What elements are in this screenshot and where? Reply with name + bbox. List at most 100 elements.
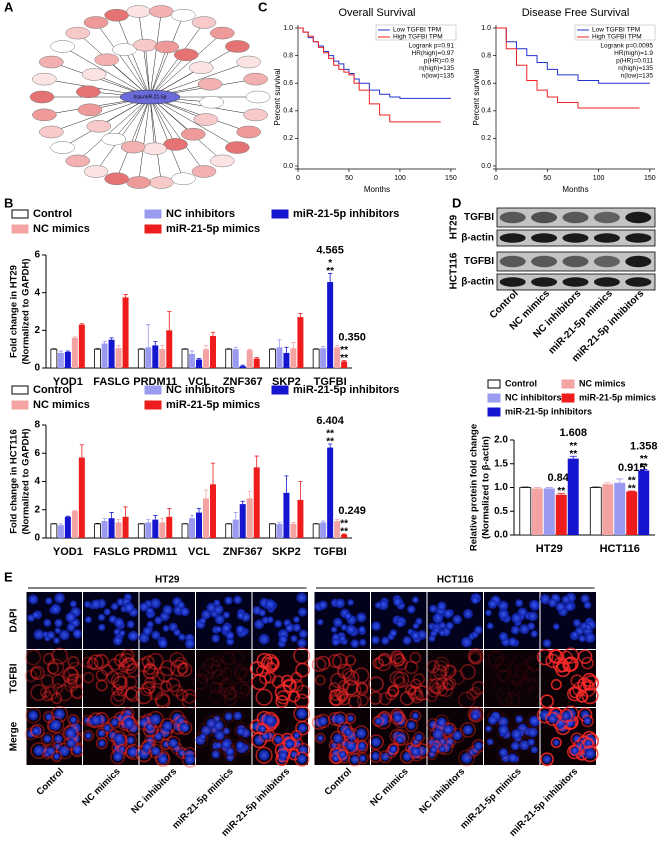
- tgfbi-signal: [514, 668, 527, 682]
- bar: [57, 352, 64, 368]
- nucleus: [317, 618, 324, 626]
- nucleus: [290, 635, 298, 643]
- bar: [137, 523, 145, 539]
- tgfbi-signal: [177, 662, 193, 678]
- tgfbi-signal: [581, 714, 594, 728]
- nucleus: [142, 742, 152, 752]
- legend-label: NC inhibitors: [505, 392, 562, 402]
- bar: [232, 519, 239, 538]
- tgfbi-signal: [159, 717, 176, 735]
- bar: [246, 350, 253, 368]
- bar: [145, 347, 152, 368]
- network-node: [171, 8, 196, 22]
- nucleus: [548, 598, 558, 608]
- bar: [94, 523, 101, 539]
- bar: [101, 521, 108, 538]
- nucleus: [292, 623, 301, 632]
- bar: [202, 349, 209, 368]
- x-tick-label: YOD1: [53, 546, 83, 558]
- micrograph: [368, 708, 430, 765]
- network-node: [32, 72, 57, 86]
- nucleus: [519, 624, 530, 635]
- tgfbi-signal: [426, 660, 440, 674]
- nucleus: [151, 630, 161, 640]
- nucleus: [578, 634, 586, 643]
- micrograph: [249, 705, 311, 767]
- nucleus: [298, 629, 308, 639]
- tgfbi-signal: [143, 662, 156, 675]
- tgfbi-signal: [368, 691, 383, 705]
- tgfbi-signal: [51, 674, 66, 688]
- tgfbi-signal: [410, 678, 422, 690]
- x-tick-label: FASLG: [93, 546, 130, 558]
- bar: [152, 519, 159, 538]
- nucleus: [53, 637, 60, 644]
- tgfbi-signal: [293, 647, 311, 665]
- micrograph: [536, 647, 600, 709]
- bar: [202, 498, 209, 538]
- tgfbi-signal: [276, 690, 291, 705]
- x-tick-label: 100: [394, 175, 406, 182]
- nucleus: [103, 724, 111, 732]
- network-node: [210, 26, 235, 40]
- tgfbi-signal: [30, 665, 45, 681]
- nucleus: [45, 597, 53, 605]
- tgfbi-signal: [230, 650, 245, 665]
- tgfbi-signal: [410, 689, 424, 704]
- nucleus: [214, 614, 225, 625]
- network-edge: [149, 96, 205, 172]
- nucleus: [46, 746, 56, 756]
- tgfbi-signal: [434, 656, 450, 672]
- micrograph: [425, 647, 486, 709]
- error-bar: [254, 357, 259, 359]
- tgfbi-signal: [468, 707, 483, 722]
- tgfbi-signal: [122, 657, 136, 672]
- tgfbi-signal: [88, 654, 104, 671]
- nucleus: [28, 710, 39, 721]
- tgfbi-signal: [101, 722, 114, 734]
- error-bar: [604, 482, 612, 485]
- tgfbi-signal: [368, 734, 384, 750]
- legend-swatch: [11, 209, 29, 219]
- tgfbi-signal: [140, 682, 155, 697]
- nucleus: [66, 623, 76, 632]
- tgfbi-signal: [233, 739, 251, 757]
- tgfbi-signal: [524, 666, 541, 683]
- tgfbi-signal: [378, 692, 392, 706]
- tgfbi-signal: [409, 710, 422, 722]
- nucleus: [527, 611, 538, 622]
- tgfbi-signal: [218, 737, 234, 752]
- bar: [290, 348, 297, 368]
- tgfbi-signal: [55, 742, 73, 760]
- tgfbi-signal: [311, 657, 327, 673]
- y-axis-label: Percent survival: [273, 68, 282, 125]
- nucleus: [150, 714, 161, 725]
- legend-label: High TGFBI TPM: [592, 34, 642, 41]
- error-bar: [65, 350, 70, 352]
- annotation: HR(high)=1.9: [614, 50, 653, 57]
- network-edge: [149, 46, 168, 98]
- tgfbi-signal: [427, 743, 440, 756]
- tgfbi-signal: [294, 751, 310, 767]
- channel-label: Merge: [9, 721, 20, 751]
- tgfbi-signal: [209, 681, 223, 695]
- tgfbi-signal: [497, 669, 510, 682]
- micrograph: [135, 650, 199, 710]
- tgfbi-signal: [233, 738, 248, 753]
- tgfbi-signal: [233, 681, 251, 699]
- channel-label: DAPI: [9, 608, 20, 632]
- tgfbi-signal: [66, 673, 78, 686]
- x-tick-label: ZNF367: [223, 546, 263, 558]
- nucleus: [474, 741, 483, 751]
- lane-label: Control: [322, 766, 354, 798]
- legend-frame: [574, 24, 656, 41]
- significance-mark: **: [640, 454, 648, 465]
- lane-label: Control: [34, 766, 66, 798]
- y-tick-label: 4: [34, 476, 40, 487]
- tgfbi-signal: [330, 730, 346, 747]
- tgfbi-signal: [328, 689, 346, 707]
- error-bar: [72, 336, 77, 338]
- tgfbi-signal: [390, 652, 405, 668]
- tgfbi-signal: [460, 721, 476, 738]
- tgfbi-signal: [169, 652, 185, 668]
